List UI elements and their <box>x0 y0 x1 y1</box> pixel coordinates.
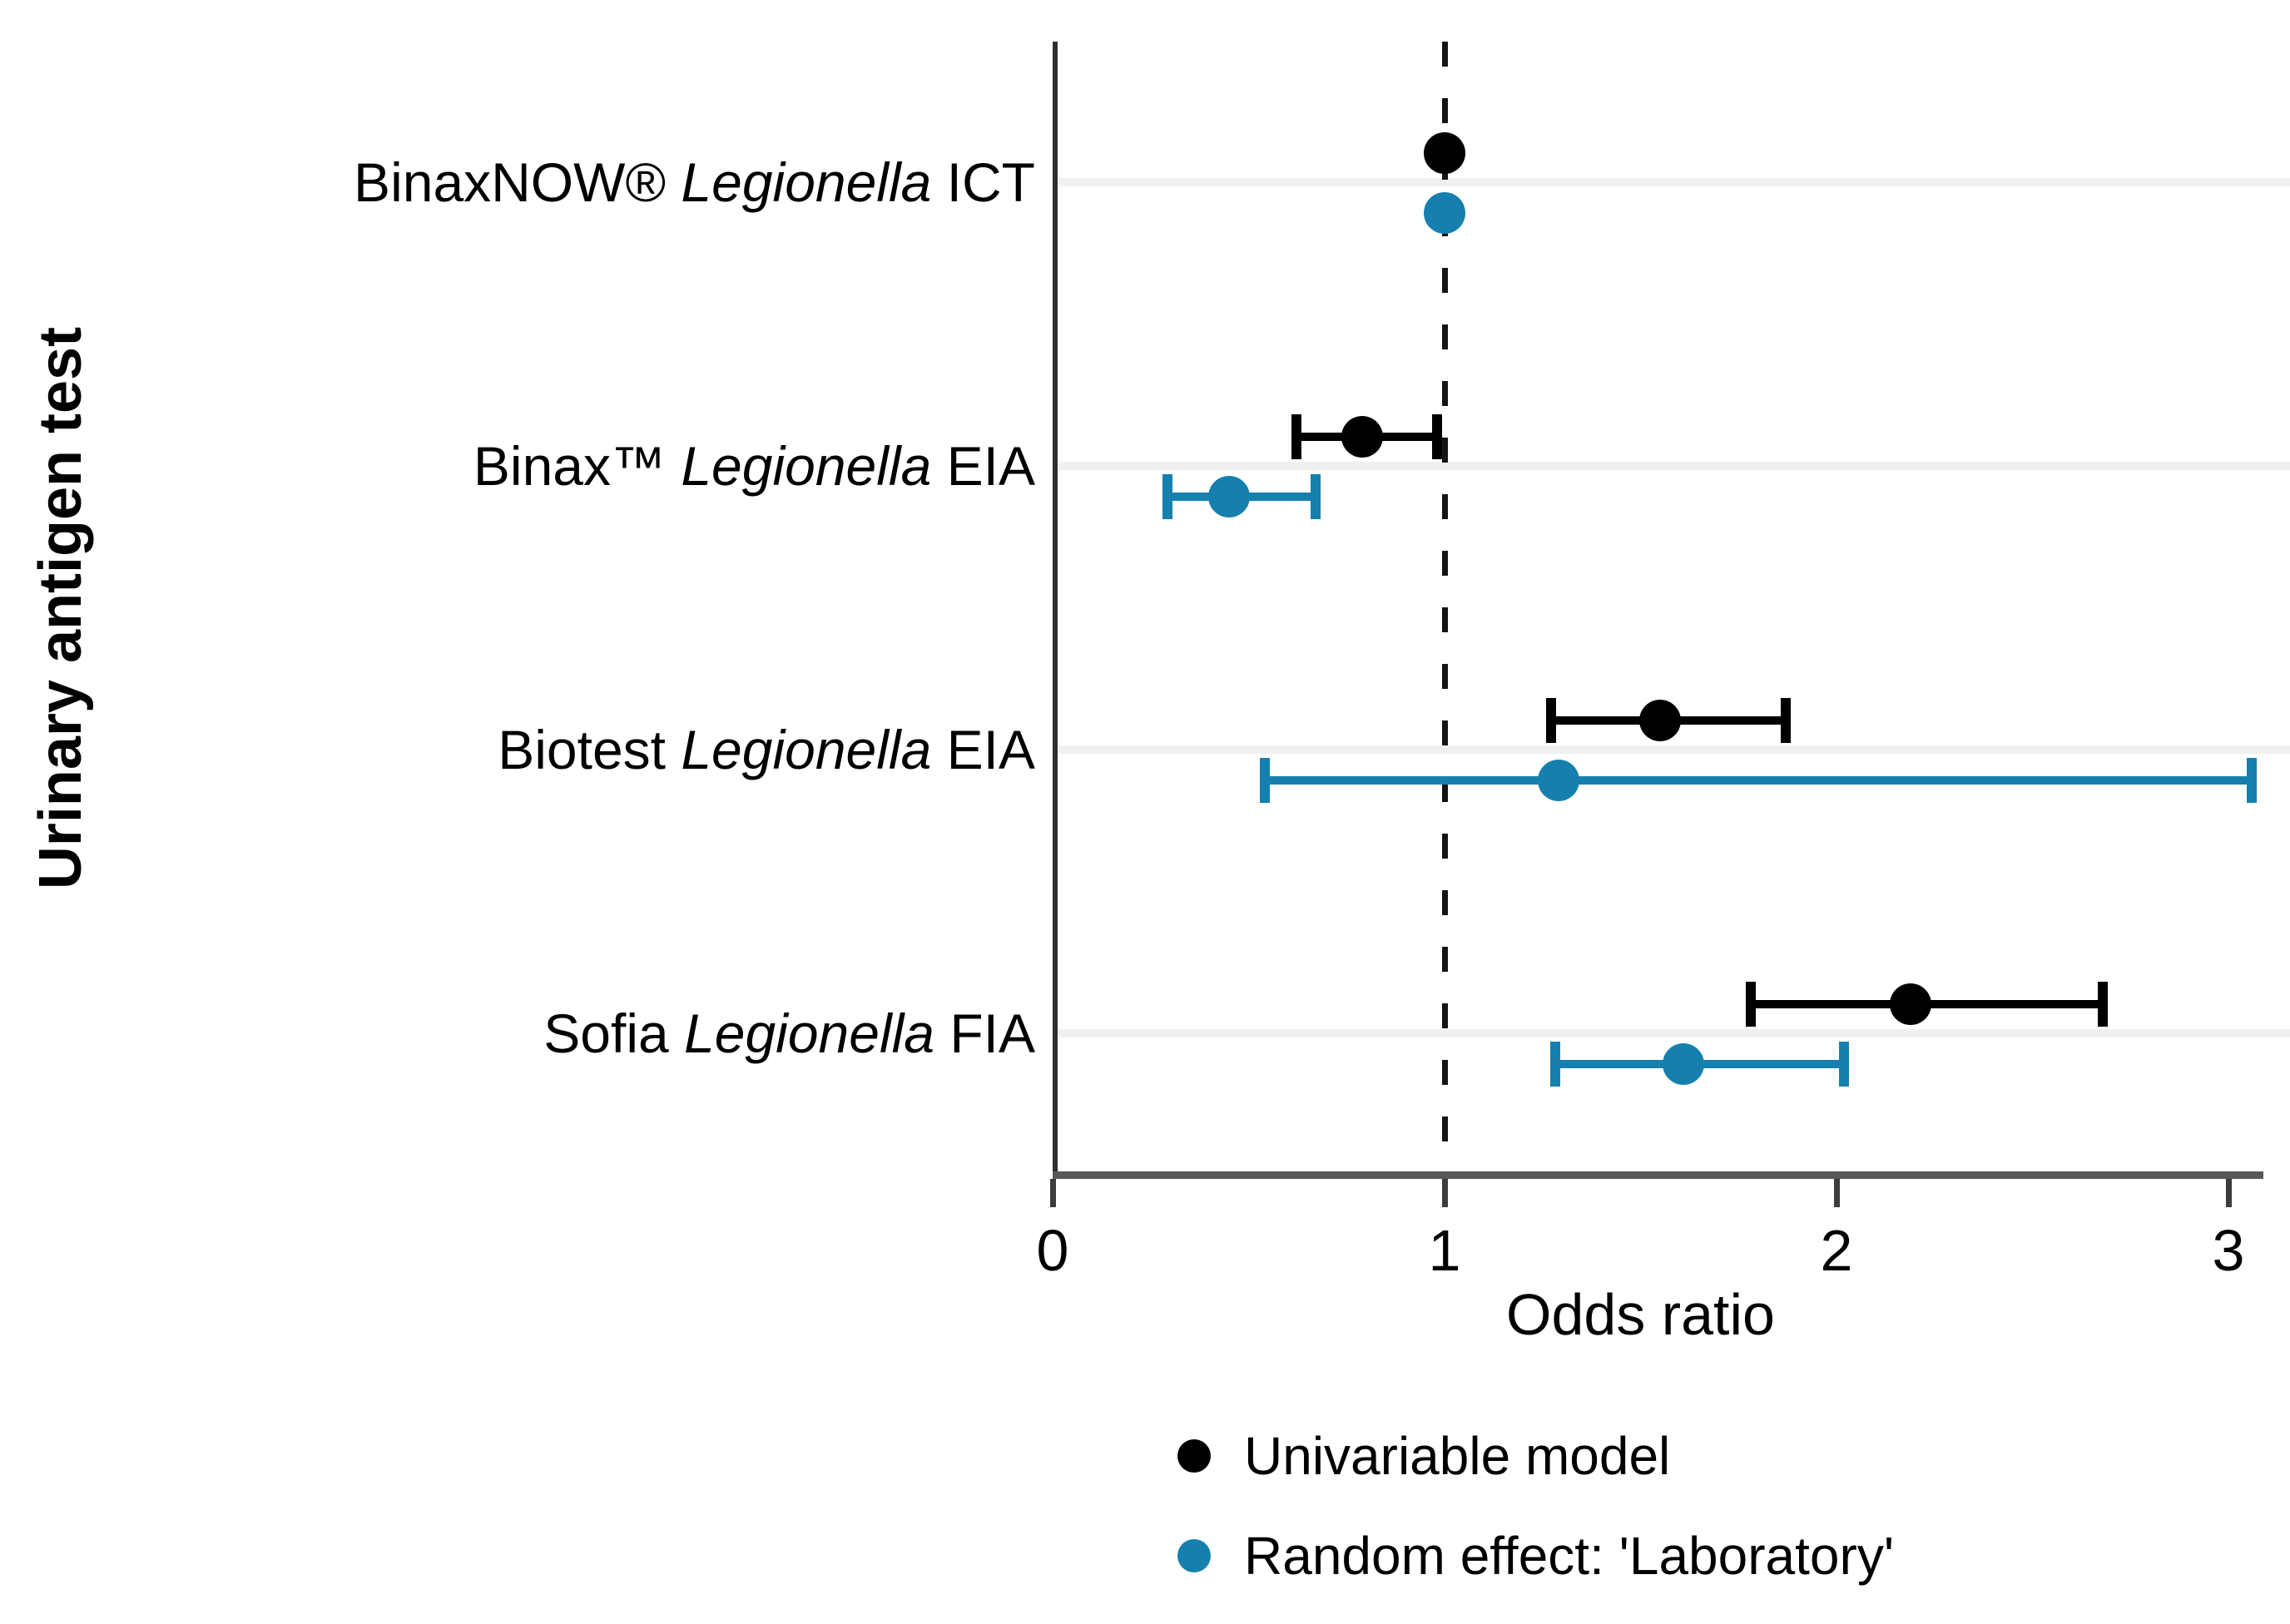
or-point <box>1424 132 1465 174</box>
or-point <box>1663 1043 1705 1085</box>
category-label: Binax™ Legionella EIA <box>3 426 1035 506</box>
y-axis-line <box>1053 42 1058 1175</box>
legend-item-univariable: Univariable model <box>1177 1406 1894 1506</box>
legend: Univariable model Random effect: 'Labora… <box>1177 1406 1894 1606</box>
category-label: BinaxNOW® Legionella ICT <box>3 142 1035 222</box>
gridline <box>1058 462 2290 470</box>
gridline <box>1058 745 2290 754</box>
ci-cap-low <box>1549 1042 1560 1087</box>
or-point <box>1424 192 1465 234</box>
category-label-part: Biotest <box>498 719 682 780</box>
ci-cap-low <box>1546 698 1557 743</box>
category-label-part: EIA <box>931 719 1035 780</box>
or-point <box>1639 700 1682 741</box>
category-label-part: ICT <box>931 151 1035 213</box>
ci-cap-high <box>2098 982 2109 1027</box>
or-point <box>1341 416 1384 458</box>
x-axis-title: Odds ratio <box>1506 1282 1775 1347</box>
x-tick-mark <box>2226 1179 2232 1207</box>
reference-line-or-1 <box>1442 42 1448 1175</box>
x-axis-line <box>1053 1171 2263 1179</box>
category-label-part: Legionella <box>681 151 932 213</box>
or-point <box>1207 476 1250 517</box>
category-label: Biotest Legionella EIA <box>3 710 1035 790</box>
ci-line <box>1264 776 2253 785</box>
gridline <box>1058 1029 2290 1037</box>
x-tick-label: 2 <box>1820 1218 1853 1283</box>
category-label-part: Sofia <box>543 1003 685 1064</box>
univariable-dot-icon <box>1177 1439 1211 1473</box>
ci-cap-low <box>1291 414 1302 459</box>
random-effect-dot-icon <box>1177 1539 1211 1572</box>
ci-cap-high <box>1839 1042 1850 1087</box>
ci-cap-high <box>1431 414 1442 459</box>
x-tick-label: 1 <box>1428 1218 1461 1283</box>
ci-cap-high <box>2247 758 2258 803</box>
ci-cap-low <box>1746 982 1757 1027</box>
category-label-part: Legionella <box>684 1003 934 1064</box>
gridline <box>1058 178 2290 186</box>
category-label-part: FIA <box>934 1003 1035 1064</box>
category-label-part: EIA <box>931 435 1035 497</box>
ci-cap-low <box>1162 474 1172 519</box>
legend-label: Univariable model <box>1244 1426 1671 1486</box>
category-label-part: Binax™ <box>473 435 682 497</box>
category-label-part: Legionella <box>681 719 932 780</box>
x-tick-mark <box>1834 1179 1840 1207</box>
ci-cap-high <box>1310 474 1321 519</box>
category-label-part: BinaxNOW® <box>354 151 682 213</box>
category-labels: BinaxNOW® Legionella ICT Binax™ Legionell… <box>0 42 1042 1175</box>
x-tick-mark <box>1442 1179 1448 1207</box>
or-point <box>1890 983 1932 1025</box>
x-tick-label: 3 <box>2212 1218 2245 1283</box>
x-tick-mark <box>1050 1179 1056 1207</box>
or-point <box>1537 760 1579 801</box>
x-tick-label: 0 <box>1036 1218 1069 1283</box>
category-label: Sofia Legionella FIA <box>3 993 1035 1073</box>
legend-label: Random effect: 'Laboratory' <box>1244 1526 1895 1586</box>
category-label-part: Legionella <box>681 435 932 497</box>
plot-area: 0 1 2 3 <box>1037 42 2290 1283</box>
ci-cap-low <box>1260 758 1271 803</box>
legend-item-random-effect: Random effect: 'Laboratory' <box>1177 1506 1894 1606</box>
ci-cap-high <box>1780 698 1791 743</box>
